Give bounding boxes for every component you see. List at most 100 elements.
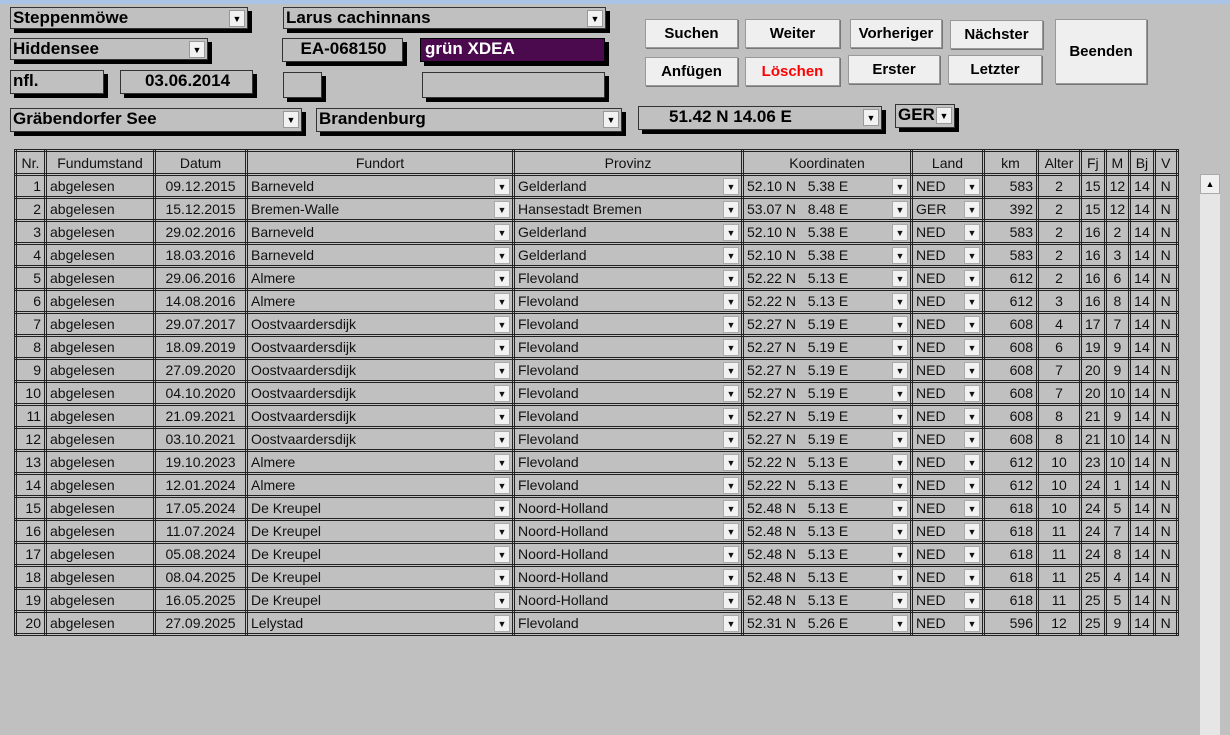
cell-fundort[interactable]: Bremen-Walle ▼ [245,196,515,222]
species-de-select[interactable]: Steppenmöwe ▼ [10,7,248,29]
chevron-down-icon[interactable]: ▼ [892,431,908,448]
chevron-down-icon[interactable]: ▼ [863,109,879,126]
table-row[interactable]: 13 abgelesen 19.10.2023 Almere ▼ Flevoland ▼ 52… [14,449,1179,475]
cell-provinz[interactable]: Noord-Holland ▼ [512,518,744,544]
chevron-down-icon[interactable]: ▼ [723,247,739,264]
cell-koordinaten[interactable]: 52.48 N 5.13 E ▼ [741,518,913,544]
station-select[interactable]: Hiddensee ▼ [10,38,208,60]
cell-provinz[interactable]: Flevoland ▼ [512,357,744,383]
chevron-down-icon[interactable]: ▼ [723,431,739,448]
chevron-down-icon[interactable]: ▼ [892,408,908,425]
cell-provinz[interactable]: Flevoland ▼ [512,380,744,406]
continue-button[interactable]: Weiter [745,19,840,48]
table-row[interactable]: 3 abgelesen 29.02.2016 Barneveld ▼ Gelderland… [14,219,1179,245]
cell-provinz[interactable]: Flevoland ▼ [512,403,744,429]
chevron-down-icon[interactable]: ▼ [964,339,980,356]
cell-fundort[interactable]: Oostvaardersdijk ▼ [245,334,515,360]
chevron-down-icon[interactable]: ▼ [964,316,980,333]
chevron-down-icon[interactable]: ▼ [494,316,510,333]
chevron-down-icon[interactable]: ▼ [723,569,739,586]
chevron-down-icon[interactable]: ▼ [964,247,980,264]
previous-button[interactable]: Vorheriger [850,19,942,48]
cell-provinz[interactable]: Flevoland ▼ [512,610,744,636]
table-row[interactable]: 6 abgelesen 14.08.2016 Almere ▼ Flevoland ▼ 52.… [14,288,1179,314]
chevron-down-icon[interactable]: ▼ [964,408,980,425]
chevron-down-icon[interactable]: ▼ [494,339,510,356]
chevron-down-icon[interactable]: ▼ [892,339,908,356]
chevron-down-icon[interactable]: ▼ [723,270,739,287]
extra-field-1[interactable] [283,72,322,98]
chevron-down-icon[interactable]: ▼ [964,454,980,471]
cell-fundort[interactable]: Oostvaardersdijk ▼ [245,380,515,406]
ring-number-field[interactable]: EA-068150 [282,38,403,62]
table-row[interactable]: 7 abgelesen 29.07.2017 Oostvaardersdijk ▼ Fle… [14,311,1179,337]
cell-land[interactable]: NED ▼ [910,403,985,429]
chevron-down-icon[interactable]: ▼ [494,523,510,540]
chevron-down-icon[interactable]: ▼ [723,408,739,425]
cell-koordinaten[interactable]: 52.48 N 5.13 E ▼ [741,587,913,613]
cell-land[interactable]: NED ▼ [910,334,985,360]
cell-fundort[interactable]: Barneveld ▼ [245,242,515,268]
cell-koordinaten[interactable]: 52.27 N 5.19 E ▼ [741,357,913,383]
chevron-down-icon[interactable]: ▼ [892,224,908,241]
chevron-down-icon[interactable]: ▼ [964,293,980,310]
cell-provinz[interactable]: Gelderland ▼ [512,173,744,199]
chevron-down-icon[interactable]: ▼ [964,569,980,586]
chevron-down-icon[interactable]: ▼ [964,224,980,241]
chevron-down-icon[interactable]: ▼ [494,201,510,218]
chevron-down-icon[interactable]: ▼ [723,385,739,402]
first-button[interactable]: Erster [848,55,940,84]
table-row[interactable]: 9 abgelesen 27.09.2020 Oostvaardersdijk ▼ Fle… [14,357,1179,383]
cell-koordinaten[interactable]: 52.10 N 5.38 E ▼ [741,219,913,245]
chevron-down-icon[interactable]: ▼ [723,500,739,517]
table-row[interactable]: 14 abgelesen 12.01.2024 Almere ▼ Flevoland ▼ 52… [14,472,1179,498]
cell-koordinaten[interactable]: 52.22 N 5.13 E ▼ [741,288,913,314]
table-row[interactable]: 10 abgelesen 04.10.2020 Oostvaardersdijk ▼ Fl… [14,380,1179,406]
table-row[interactable]: 12 abgelesen 03.10.2021 Oostvaardersdijk ▼ Fl… [14,426,1179,452]
cell-provinz[interactable]: Flevoland ▼ [512,288,744,314]
table-row[interactable]: 4 abgelesen 18.03.2016 Barneveld ▼ Gelderland… [14,242,1179,268]
cell-land[interactable]: NED ▼ [910,610,985,636]
chevron-down-icon[interactable]: ▼ [964,546,980,563]
chevron-down-icon[interactable]: ▼ [494,477,510,494]
cell-koordinaten[interactable]: 52.22 N 5.13 E ▼ [741,265,913,291]
search-button[interactable]: Suchen [645,19,738,48]
chevron-down-icon[interactable]: ▼ [723,316,739,333]
exit-button[interactable]: Beenden [1055,19,1147,84]
chevron-down-icon[interactable]: ▼ [964,270,980,287]
cell-land[interactable]: NED ▼ [910,449,985,475]
scroll-up-icon[interactable]: ▲ [1200,174,1220,194]
chevron-down-icon[interactable]: ▼ [494,592,510,609]
chevron-down-icon[interactable]: ▼ [964,592,980,609]
cell-koordinaten[interactable]: 52.27 N 5.19 E ▼ [741,403,913,429]
cell-provinz[interactable]: Noord-Holland ▼ [512,495,744,521]
chevron-down-icon[interactable]: ▼ [892,201,908,218]
chevron-down-icon[interactable]: ▼ [494,270,510,287]
cell-koordinaten[interactable]: 52.31 N 5.26 E ▼ [741,610,913,636]
chevron-down-icon[interactable]: ▼ [494,569,510,586]
table-row[interactable]: 8 abgelesen 18.09.2019 Oostvaardersdijk ▼ Fle… [14,334,1179,360]
chevron-down-icon[interactable]: ▼ [892,546,908,563]
cell-provinz[interactable]: Noord-Holland ▼ [512,564,744,590]
delete-button[interactable]: Löschen [745,57,840,86]
cell-land[interactable]: NED ▼ [910,426,985,452]
chevron-down-icon[interactable]: ▼ [587,10,603,27]
chevron-down-icon[interactable]: ▼ [723,293,739,310]
cell-provinz[interactable]: Noord-Holland ▼ [512,587,744,613]
chevron-down-icon[interactable]: ▼ [892,385,908,402]
extra-field-2[interactable] [422,72,605,98]
chevron-down-icon[interactable]: ▼ [964,500,980,517]
cell-land[interactable]: NED ▼ [910,564,985,590]
chevron-down-icon[interactable]: ▼ [723,523,739,540]
chevron-down-icon[interactable]: ▼ [723,178,739,195]
chevron-down-icon[interactable]: ▼ [723,615,739,632]
chevron-down-icon[interactable]: ▼ [964,385,980,402]
cell-land[interactable]: NED ▼ [910,173,985,199]
chevron-down-icon[interactable]: ▼ [964,362,980,379]
cell-koordinaten[interactable]: 52.27 N 5.19 E ▼ [741,334,913,360]
chevron-down-icon[interactable]: ▼ [892,178,908,195]
cell-fundort[interactable]: Almere ▼ [245,449,515,475]
chevron-down-icon[interactable]: ▼ [892,270,908,287]
cell-fundort[interactable]: Almere ▼ [245,472,515,498]
color-ring-field[interactable]: grün XDEA [420,38,605,62]
